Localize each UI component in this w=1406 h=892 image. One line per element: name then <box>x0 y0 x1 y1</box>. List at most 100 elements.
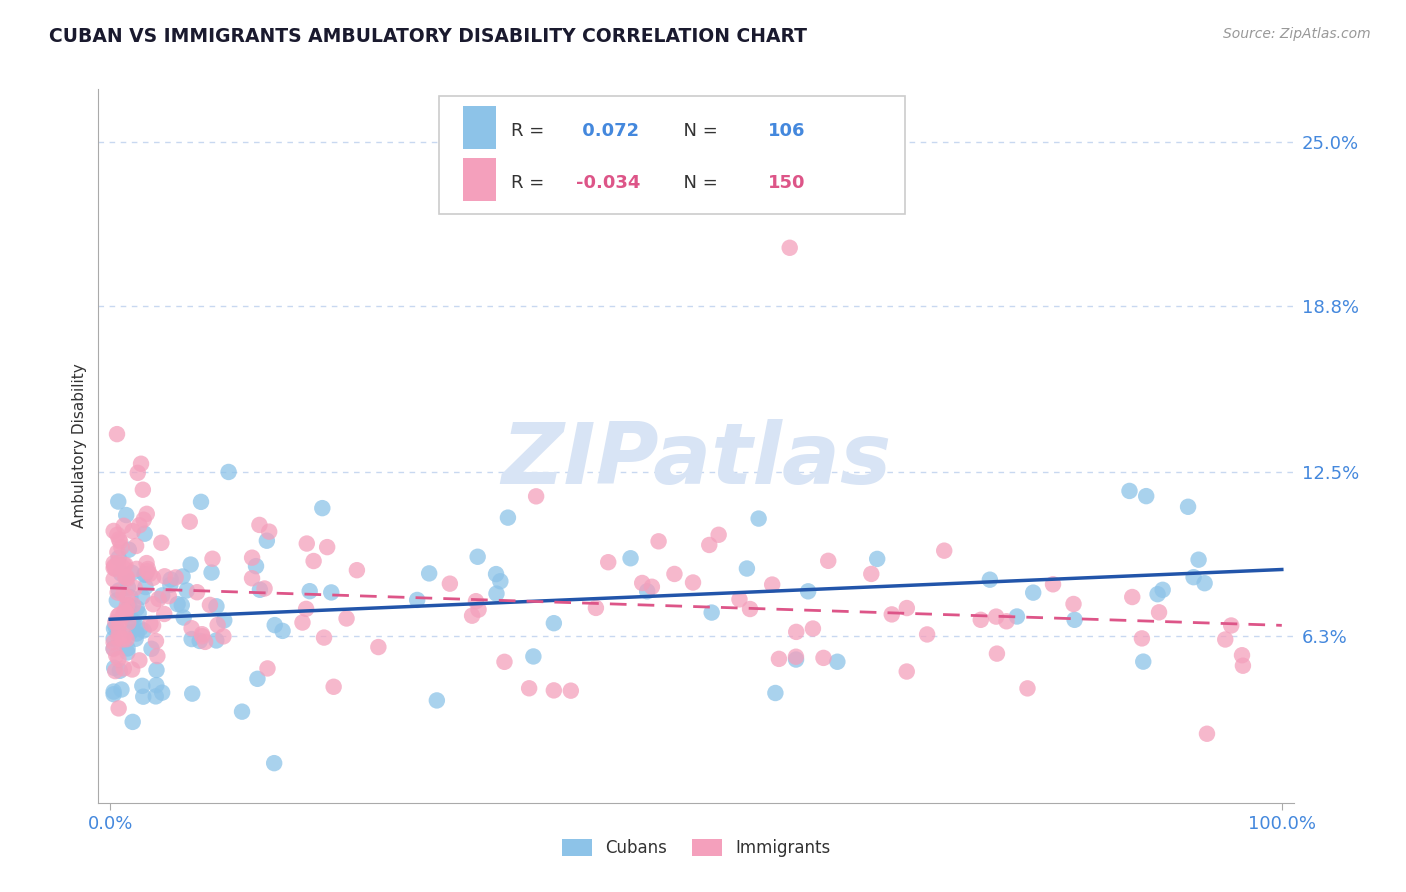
Point <box>103 635 125 649</box>
Point <box>179 515 201 529</box>
Point <box>1042 577 1064 591</box>
Point <box>107 609 129 624</box>
Y-axis label: Ambulatory Disability: Ambulatory Disability <box>72 364 87 528</box>
Point <box>1005 609 1028 624</box>
Point <box>697 538 720 552</box>
Point <box>132 624 155 638</box>
Point <box>129 622 152 636</box>
Point <box>115 590 138 604</box>
Point <box>240 571 263 585</box>
Point <box>1118 483 1140 498</box>
Point <box>114 629 136 643</box>
Point <box>1187 552 1209 566</box>
Point <box>263 756 285 771</box>
Point <box>104 664 127 678</box>
Point <box>467 602 489 616</box>
Point <box>467 549 489 564</box>
Point <box>522 649 544 664</box>
Point <box>108 534 131 549</box>
Point <box>107 632 129 646</box>
Text: R =: R = <box>510 122 550 140</box>
Text: 0.072: 0.072 <box>576 122 640 140</box>
Point <box>112 661 135 675</box>
Point <box>1132 655 1154 669</box>
Point <box>132 513 155 527</box>
Point <box>194 635 217 649</box>
Legend: Cubans, Immigrants: Cubans, Immigrants <box>553 831 839 866</box>
Point <box>207 618 229 632</box>
Point <box>205 633 228 648</box>
Point <box>159 573 181 587</box>
Point <box>103 687 125 701</box>
Text: Source: ZipAtlas.com: Source: ZipAtlas.com <box>1223 27 1371 41</box>
Point <box>321 585 343 599</box>
Point <box>136 564 159 578</box>
Point <box>145 678 167 692</box>
Point <box>103 561 125 575</box>
Point <box>105 427 128 442</box>
Point <box>1121 590 1143 604</box>
Point <box>1017 681 1039 696</box>
Point <box>159 578 181 592</box>
Point <box>880 607 903 622</box>
Point <box>295 602 318 616</box>
Point <box>127 466 149 480</box>
Point <box>485 586 508 600</box>
Point <box>585 601 607 615</box>
Point <box>496 510 519 524</box>
Point <box>107 494 129 508</box>
Point <box>1146 587 1168 601</box>
Point <box>231 705 253 719</box>
Point <box>461 608 484 623</box>
Point <box>188 634 211 648</box>
Point <box>191 627 214 641</box>
Point <box>1220 618 1243 632</box>
Point <box>125 601 148 615</box>
Point <box>186 585 208 599</box>
Point <box>256 533 278 548</box>
Point <box>112 608 135 623</box>
Point <box>322 680 344 694</box>
Point <box>115 508 138 522</box>
Point <box>153 607 176 621</box>
Point <box>245 559 267 574</box>
Point <box>1194 576 1216 591</box>
Point <box>153 569 176 583</box>
Point <box>117 646 139 660</box>
Point <box>180 632 202 646</box>
Text: N =: N = <box>672 174 724 192</box>
Point <box>249 517 271 532</box>
Point <box>631 576 654 591</box>
Point <box>107 627 129 641</box>
Point <box>418 566 440 581</box>
Point <box>125 539 148 553</box>
Point <box>738 602 761 616</box>
Point <box>761 577 783 591</box>
Point <box>295 536 318 550</box>
Point <box>647 534 669 549</box>
Point <box>142 597 165 611</box>
Point <box>132 690 155 704</box>
Point <box>494 655 516 669</box>
Point <box>256 661 278 675</box>
Point <box>190 495 212 509</box>
Point <box>1147 605 1170 619</box>
Point <box>121 613 143 627</box>
Point <box>107 652 129 666</box>
Point <box>142 571 165 585</box>
Point <box>111 560 134 574</box>
Point <box>121 566 143 580</box>
Point <box>128 518 150 533</box>
Point <box>543 683 565 698</box>
Bar <box>463 158 496 201</box>
Text: R =: R = <box>510 174 550 192</box>
Point <box>1130 632 1153 646</box>
Point <box>105 527 128 541</box>
Point <box>1177 500 1199 514</box>
Point <box>103 632 125 646</box>
Point <box>813 651 835 665</box>
Point <box>129 457 152 471</box>
Point <box>785 652 807 666</box>
Point <box>135 556 157 570</box>
Point <box>335 611 357 625</box>
